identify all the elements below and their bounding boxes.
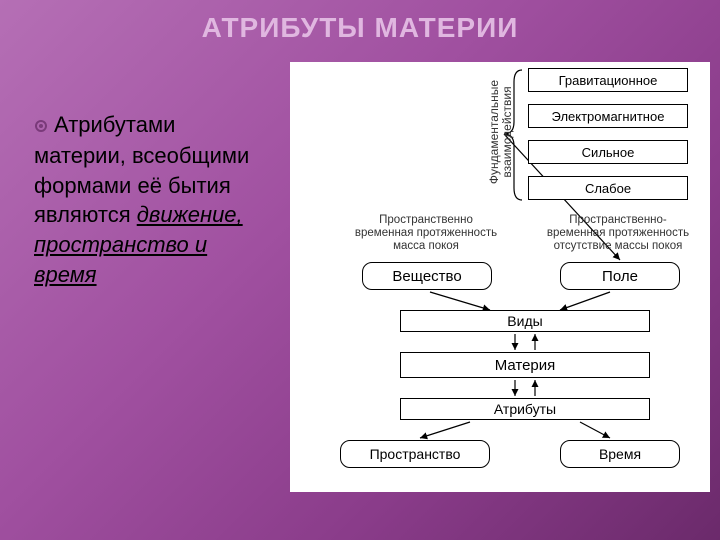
box-weak: Слабое	[528, 176, 688, 200]
title-text: АТРИБУТЫ МАТЕРИИ	[202, 12, 519, 43]
diagram-area: Фундаментальные взаимодействия Гравитаци…	[290, 62, 710, 492]
label-substance-desc: Пространственно временная протяженность …	[346, 214, 506, 254]
box-substance: Вещество	[362, 262, 492, 290]
box-space: Пространство	[340, 440, 490, 468]
page-title: АТРИБУТЫ МАТЕРИИ	[0, 12, 720, 44]
label-field-desc: Пространственно- временная протяженность…	[534, 214, 702, 254]
box-attributes: Атрибуты	[400, 398, 650, 420]
intro-text: Атрибутами материи, всеобщими формами её…	[34, 110, 274, 289]
intro-line1: Атрибутами	[54, 112, 175, 137]
box-gravitational: Гравитационное	[528, 68, 688, 92]
interactions-vlabel: Фундаментальные взаимодействия	[488, 62, 514, 202]
box-kinds: Виды	[400, 310, 650, 332]
box-matter: Материя	[400, 352, 650, 378]
box-strong: Сильное	[528, 140, 688, 164]
box-time: Время	[560, 440, 680, 468]
box-electromagnetic: Электромагнитное	[528, 104, 688, 128]
bullet-icon	[34, 111, 48, 141]
box-field: Поле	[560, 262, 680, 290]
